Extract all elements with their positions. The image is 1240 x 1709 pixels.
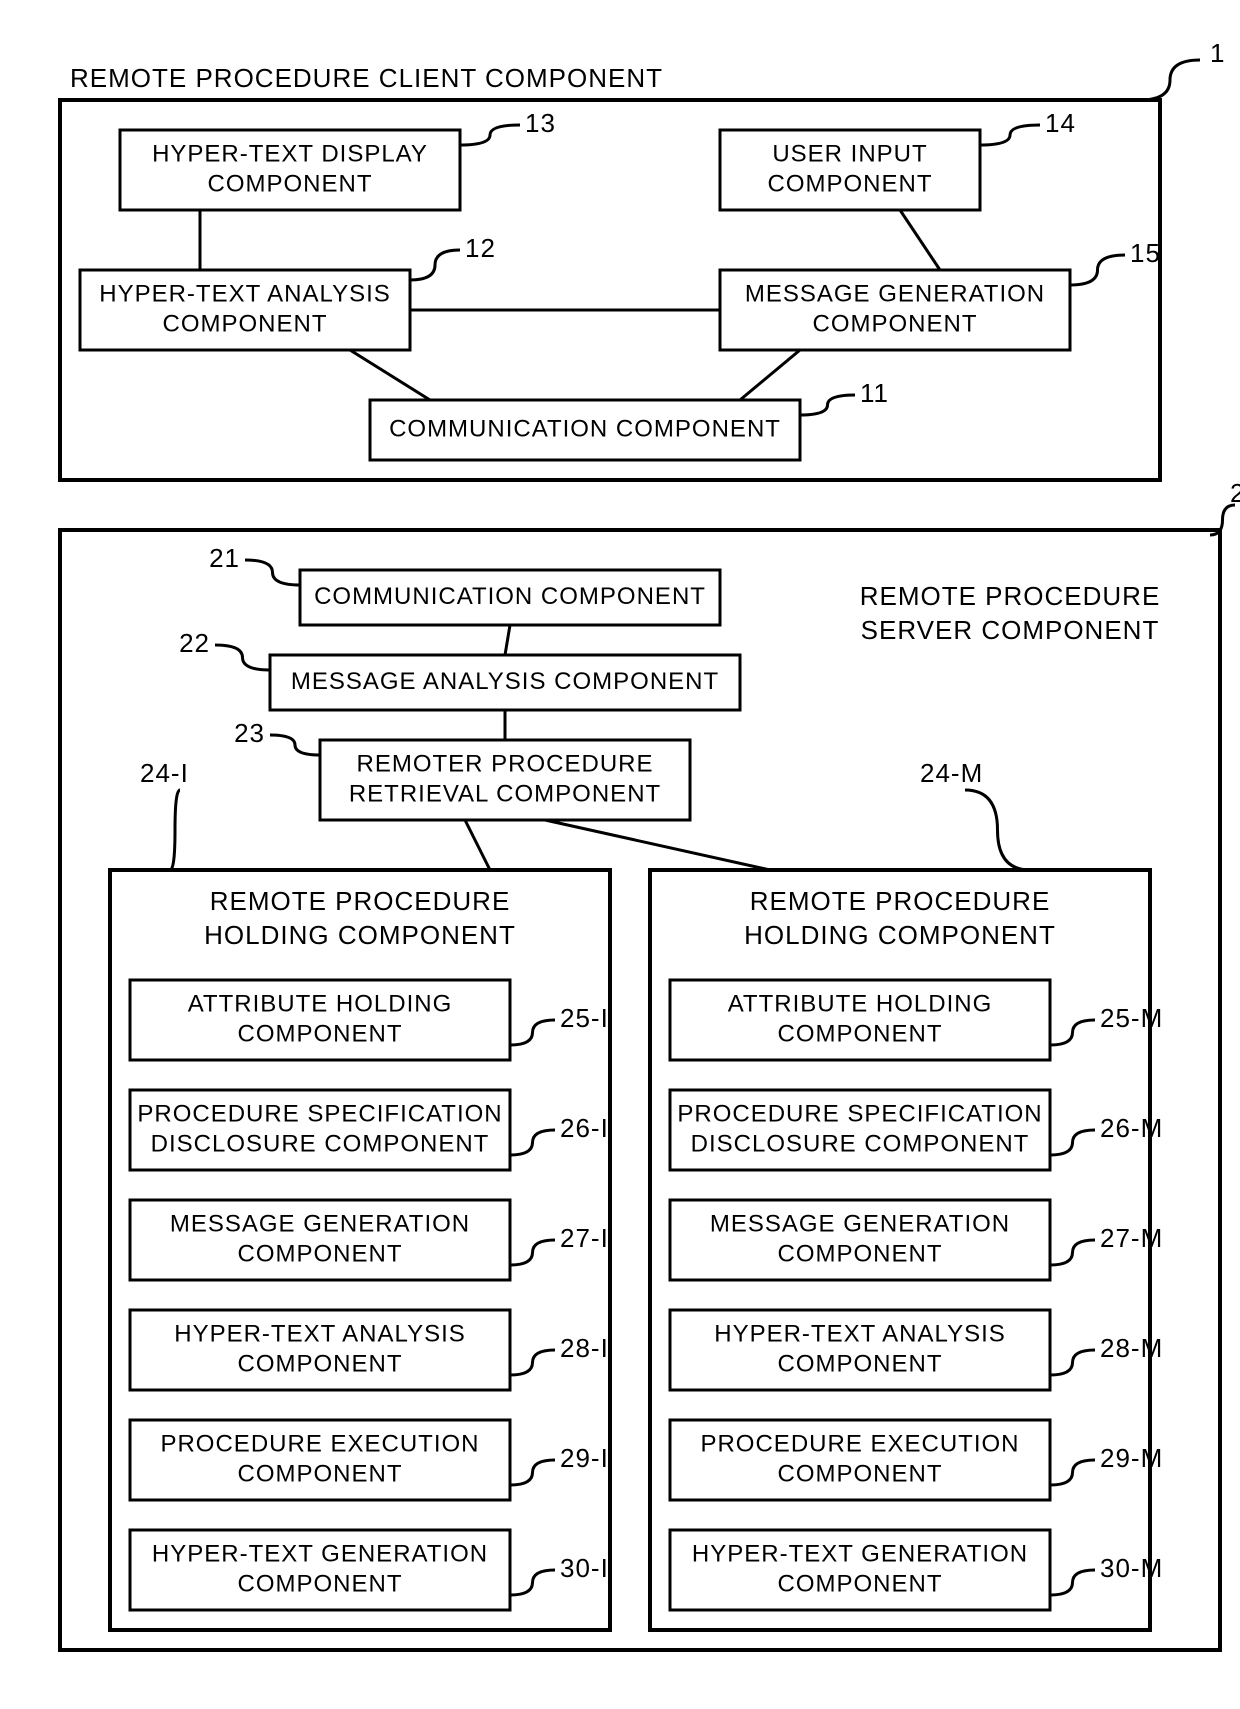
svg-text:1: 1 [1210,38,1225,68]
svg-text:COMMUNICATION COMPONENT: COMMUNICATION COMPONENT [389,415,781,442]
svg-text:22: 22 [179,628,210,658]
svg-text:REMOTER PROCEDURE: REMOTER PROCEDURE [356,750,653,777]
svg-text:REMOTE PROCEDURE: REMOTE PROCEDURE [210,886,511,916]
svg-text:29-M: 29-M [1100,1443,1163,1473]
architecture-diagram: REMOTE PROCEDURE CLIENT COMPONENT 1 HYPER-… [20,20,1240,1689]
svg-text:COMPONENT: COMPONENT [778,1240,943,1267]
svg-text:COMMUNICATION COMPONENT: COMMUNICATION COMPONENT [314,583,706,610]
svg-text:26-M: 26-M [1100,1113,1163,1143]
svg-text:PROCEDURE EXECUTION: PROCEDURE EXECUTION [160,1430,479,1457]
svg-text:MESSAGE GENERATION: MESSAGE GENERATION [170,1210,470,1237]
svg-text:HOLDING COMPONENT: HOLDING COMPONENT [744,920,1056,950]
svg-text:COMPONENT: COMPONENT [778,1350,943,1377]
svg-text:COMPONENT: COMPONENT [238,1350,403,1377]
svg-text:2: 2 [1230,478,1240,508]
svg-text:ATTRIBUTE HOLDING: ATTRIBUTE HOLDING [188,990,453,1017]
svg-text:COMPONENT: COMPONENT [208,170,373,197]
svg-text:COMPONENT: COMPONENT [768,170,933,197]
svg-text:HYPER-TEXT GENERATION: HYPER-TEXT GENERATION [692,1540,1028,1567]
svg-text:HOLDING COMPONENT: HOLDING COMPONENT [204,920,516,950]
svg-text:REMOTE PROCEDURE: REMOTE PROCEDURE [860,581,1161,611]
svg-text:PROCEDURE SPECIFICATION: PROCEDURE SPECIFICATION [677,1100,1042,1127]
svg-text:15: 15 [1130,238,1161,268]
svg-text:COMPONENT: COMPONENT [813,310,978,337]
svg-text:MESSAGE GENERATION: MESSAGE GENERATION [745,280,1045,307]
svg-text:25-I: 25-I [560,1003,609,1033]
svg-text:HYPER-TEXT ANALYSIS: HYPER-TEXT ANALYSIS [174,1320,466,1347]
svg-text:COMPONENT: COMPONENT [238,1460,403,1487]
svg-text:SERVER COMPONENT: SERVER COMPONENT [861,615,1160,645]
svg-text:COMPONENT: COMPONENT [238,1570,403,1597]
svg-text:MESSAGE ANALYSIS COMPONENT: MESSAGE ANALYSIS COMPONENT [291,668,719,695]
svg-text:COMPONENT: COMPONENT [778,1570,943,1597]
svg-text:COMPONENT: COMPONENT [778,1460,943,1487]
svg-text:DISCLOSURE COMPONENT: DISCLOSURE COMPONENT [151,1130,490,1157]
svg-text:COMPONENT: COMPONENT [238,1020,403,1047]
svg-text:USER INPUT: USER INPUT [772,140,927,167]
svg-text:PROCEDURE SPECIFICATION: PROCEDURE SPECIFICATION [137,1100,502,1127]
svg-text:12: 12 [465,233,496,263]
svg-text:11: 11 [860,378,889,408]
svg-text:REMOTE PROCEDURE: REMOTE PROCEDURE [750,886,1051,916]
svg-text:28-I: 28-I [560,1333,609,1363]
svg-text:HYPER-TEXT DISPLAY: HYPER-TEXT DISPLAY [152,140,428,167]
svg-text:REMOTE PROCEDURE CLIENT COMPON: REMOTE PROCEDURE CLIENT COMPONENT [70,63,663,93]
svg-text:21: 21 [209,543,240,573]
svg-text:26-I: 26-I [560,1113,609,1143]
svg-text:COMPONENT: COMPONENT [778,1020,943,1047]
svg-text:HYPER-TEXT GENERATION: HYPER-TEXT GENERATION [152,1540,488,1567]
svg-text:29-I: 29-I [560,1443,609,1473]
svg-text:13: 13 [525,108,556,138]
svg-text:14: 14 [1045,108,1076,138]
svg-text:COMPONENT: COMPONENT [238,1240,403,1267]
svg-text:RETRIEVAL COMPONENT: RETRIEVAL COMPONENT [349,780,661,807]
svg-text:23: 23 [234,718,265,748]
svg-text:30-M: 30-M [1100,1553,1163,1583]
svg-text:25-M: 25-M [1100,1003,1163,1033]
svg-text:HYPER-TEXT ANALYSIS: HYPER-TEXT ANALYSIS [99,280,391,307]
svg-text:24-I: 24-I [140,758,189,788]
svg-text:MESSAGE GENERATION: MESSAGE GENERATION [710,1210,1010,1237]
svg-text:COMPONENT: COMPONENT [163,310,328,337]
svg-text:30-I: 30-I [560,1553,609,1583]
svg-text:28-M: 28-M [1100,1333,1163,1363]
svg-text:24-M: 24-M [920,758,983,788]
svg-text:27-I: 27-I [560,1223,609,1253]
svg-text:DISCLOSURE COMPONENT: DISCLOSURE COMPONENT [691,1130,1030,1157]
svg-text:27-M: 27-M [1100,1223,1163,1253]
svg-text:ATTRIBUTE HOLDING: ATTRIBUTE HOLDING [728,990,993,1017]
svg-text:HYPER-TEXT ANALYSIS: HYPER-TEXT ANALYSIS [714,1320,1006,1347]
svg-text:PROCEDURE EXECUTION: PROCEDURE EXECUTION [700,1430,1019,1457]
